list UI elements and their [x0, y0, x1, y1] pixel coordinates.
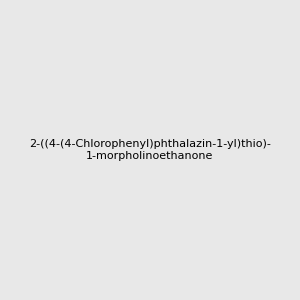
Text: 2-((4-(4-Chlorophenyl)phthalazin-1-yl)thio)-
1-morpholinoethanone: 2-((4-(4-Chlorophenyl)phthalazin-1-yl)th… — [29, 139, 271, 161]
